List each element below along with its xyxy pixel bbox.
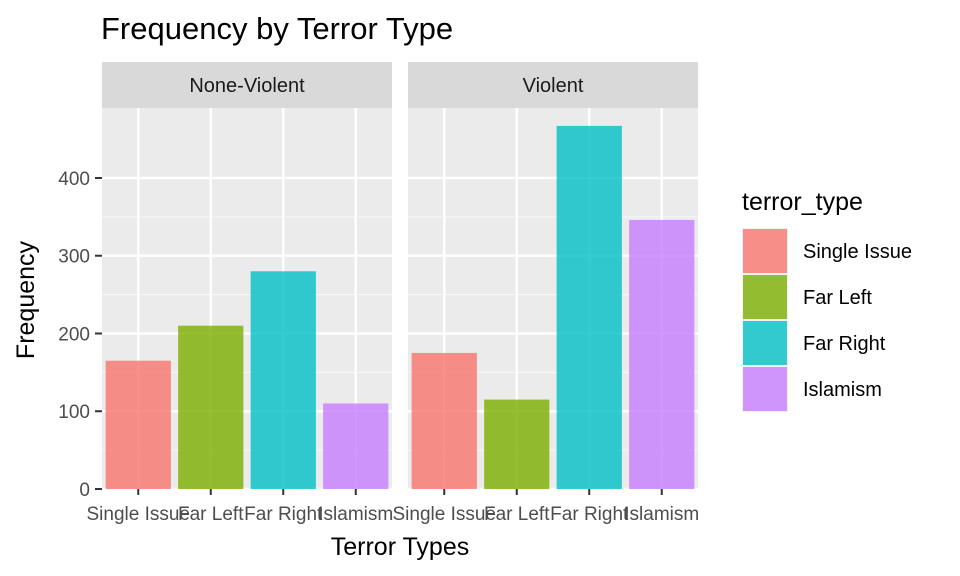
x-tick-label: Single Issue [392, 504, 496, 525]
legend-label-single-issue: Single Issue [803, 241, 912, 263]
y-tick-label: 200 [58, 324, 90, 345]
bar-none-violent-islamism [323, 403, 389, 489]
legend-label-far-left: Far Left [803, 287, 872, 309]
legend-swatch-single-issue [743, 229, 787, 273]
legend-label-far-right: Far Right [803, 333, 886, 355]
y-axis-label: Frequency [12, 240, 40, 359]
x-tick-label: Far Right [244, 504, 323, 525]
bar-violent-far-right [556, 125, 622, 490]
y-tick-label: 300 [58, 247, 90, 268]
x-tick-label: Far Left [178, 504, 244, 525]
legend-swatch-islamism [743, 367, 787, 411]
bar-none-violent-single-issue [105, 360, 171, 489]
bar-none-violent-far-left [178, 325, 244, 489]
bar-violent-single-issue [411, 352, 477, 489]
y-tick-label: 400 [58, 169, 90, 190]
x-tick-label: Islamism [318, 504, 393, 525]
legend: terror_type Single Issue Far Left Far Right… [742, 188, 912, 412]
facet-strip [408, 62, 698, 108]
x-tick-label: Far Right [550, 504, 629, 525]
legend-swatch-far-left [743, 275, 787, 319]
bar-none-violent-far-right [250, 271, 316, 489]
x-tick-label: Far Left [484, 504, 550, 525]
y-tick-label: 0 [79, 480, 90, 501]
facet-strip [102, 62, 392, 108]
y-tick-label: 100 [58, 402, 90, 423]
facet-strip-label: Violent [523, 75, 584, 97]
legend-label-islamism: Islamism [803, 379, 882, 401]
x-tick-label: Single Issue [86, 504, 190, 525]
bar-violent-islamism [629, 219, 695, 489]
y-axis: 0 100 200 300 400 [58, 169, 102, 501]
bar-violent-far-left [484, 399, 550, 489]
x-axis-label: Terror Types [331, 533, 469, 561]
chart-title: Frequency by Terror Type [101, 11, 453, 46]
legend-swatch-far-right [743, 321, 787, 365]
facet-strip-label: None-Violent [189, 75, 305, 97]
legend-title: terror_type [742, 188, 863, 216]
x-tick-label: Islamism [624, 504, 699, 525]
